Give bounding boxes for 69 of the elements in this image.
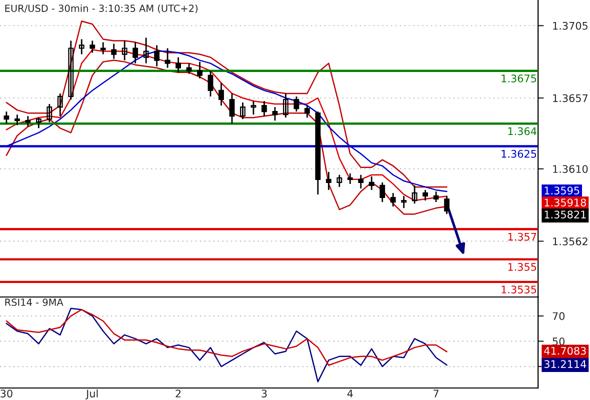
candlestick [326, 171, 332, 191]
candlestick [218, 82, 224, 106]
candlestick [111, 43, 117, 60]
candlestick [336, 174, 342, 188]
candlestick [164, 48, 170, 69]
candlestick [197, 61, 202, 80]
candlestick [78, 38, 84, 55]
candlestick [132, 42, 138, 64]
candlestick [100, 42, 106, 55]
candlestick [272, 106, 278, 122]
candlestick [143, 36, 149, 64]
text: 1.3595 [544, 186, 580, 194]
ref-line-label: 1.3535 [502, 286, 536, 294]
ref-line-label: 1.3675 [502, 74, 536, 82]
candlestick [390, 192, 396, 208]
x-tick-label: 2 [176, 390, 181, 398]
y-tick-label: 1.3562 [553, 237, 588, 246]
ref-line-label: 1.357 [508, 232, 536, 241]
ref-line-label: 1.355 [508, 262, 536, 271]
text: 31.2114 [544, 360, 586, 368]
candlestick [186, 62, 192, 75]
candlestick [36, 116, 42, 129]
line-series [6, 20, 448, 188]
x-tick-label: Jul [86, 389, 98, 400]
y-tick-label: 1.3610 [553, 165, 588, 173]
y-tick-label: 1.3705 [553, 22, 588, 30]
candlestick [433, 190, 439, 203]
y-tick-label: 50 [552, 337, 565, 346]
candlestick [122, 40, 128, 61]
candlestick [176, 56, 181, 74]
candlestick [422, 189, 428, 202]
candlestick [240, 102, 246, 120]
candlestick [380, 182, 386, 203]
chart-title: EUR/USD - 30min - 3:10:35 AM (UTC+2) [5, 4, 198, 14]
x-tick-label: 4 [347, 390, 353, 398]
candlestick [401, 195, 407, 209]
y-tick-label: 70 [552, 312, 565, 320]
candlestick [14, 114, 20, 126]
text: 1.35821 [544, 210, 586, 218]
candlestick [25, 115, 31, 128]
candlestick [90, 40, 96, 54]
candlestick [208, 70, 214, 98]
candlestick [68, 40, 74, 100]
text: 1.35918 [544, 198, 586, 206]
candlestick [282, 92, 288, 118]
candlestick [304, 104, 310, 118]
ref-line-label: 1.3625 [502, 150, 536, 158]
y-tick-label: 1.3657 [553, 94, 588, 102]
candlestick [444, 195, 450, 215]
candlestick [412, 184, 418, 204]
text: 41.7083 [544, 346, 586, 355]
x-tick-label: 7 [434, 390, 438, 398]
line-series [6, 309, 448, 366]
candlestick [154, 44, 160, 68]
candlestick [294, 96, 300, 112]
candlestick [368, 176, 374, 191]
line-series [6, 308, 448, 382]
ref-line-label: 1.364 [508, 127, 536, 136]
candlestick [347, 172, 353, 185]
candlestick [250, 100, 256, 116]
chart-title: RSI14 - 9MA [5, 298, 64, 306]
x-tick-label: 30 [0, 390, 12, 398]
candlestick [358, 174, 364, 190]
candlestick [57, 92, 63, 117]
candlestick [229, 92, 235, 124]
candlestick [46, 103, 52, 123]
x-tick-label: 3 [262, 390, 267, 398]
candlestick [4, 110, 10, 124]
candlestick [262, 100, 267, 117]
